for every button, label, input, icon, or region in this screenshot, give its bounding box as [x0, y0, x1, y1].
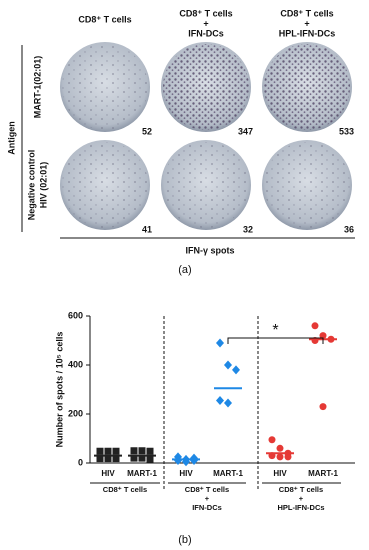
- data-point: [130, 454, 138, 462]
- well-spots: [62, 142, 148, 228]
- data-point: [276, 444, 284, 452]
- column-header: CD8⁺ T cells: [78, 14, 131, 24]
- data-point: [146, 447, 154, 455]
- y-tick-label: 0: [78, 457, 83, 467]
- y-axis-label: Number of spots / 10⁵ cells: [54, 332, 64, 448]
- group-label: +: [299, 494, 304, 503]
- group-label: CD8⁺ T cells: [103, 485, 147, 494]
- data-point: [96, 455, 104, 463]
- group-label: CD8⁺ T cells: [279, 485, 323, 494]
- data-point: [284, 453, 292, 461]
- x-tick-label: HIV: [273, 469, 287, 478]
- y-tick-label: 200: [68, 408, 83, 418]
- spot-count: 32: [243, 224, 253, 234]
- well-spots: [62, 44, 148, 130]
- x-tick-label: MART-1: [213, 469, 243, 478]
- column-header: CD8⁺ T cells: [280, 8, 333, 18]
- data-point: [138, 454, 146, 462]
- group-label: HPL-IFN-DCs: [277, 503, 324, 512]
- data-point: [130, 447, 138, 455]
- group-label: CD8⁺ T cells: [185, 485, 229, 494]
- column-header: CD8⁺ T cells: [179, 8, 232, 18]
- data-point: [216, 396, 224, 406]
- spot-count: 533: [339, 126, 354, 136]
- group-label: IFN-DCs: [192, 503, 222, 512]
- column-header: HPL-IFN-DCs: [279, 28, 336, 38]
- x-tick-label: HIV: [179, 469, 193, 478]
- data-point: [104, 455, 112, 463]
- well-spots: [264, 44, 350, 130]
- significance-bracket: [227, 337, 324, 344]
- data-point: [319, 332, 327, 340]
- x-tick-label: MART-1: [127, 469, 157, 478]
- data-point: [216, 338, 224, 348]
- spot-count: 36: [344, 224, 354, 234]
- well-spots: [163, 142, 249, 228]
- data-point: [224, 360, 232, 370]
- row-label: MART-1(02:01): [32, 56, 42, 119]
- y-tick-label: 400: [68, 359, 83, 369]
- data-point: [319, 403, 327, 411]
- row-label: Negative control: [26, 150, 36, 221]
- column-header: IFN-DCs: [188, 28, 224, 38]
- y-tick-label: 600: [68, 310, 83, 320]
- x-tick-label: HIV: [101, 469, 115, 478]
- data-point: [268, 436, 276, 444]
- caption: (b): [178, 534, 191, 546]
- data-point: [311, 322, 319, 330]
- data-point: [112, 455, 120, 463]
- data-point: [96, 447, 104, 455]
- group-label: +: [205, 494, 210, 503]
- well-spots: [163, 44, 249, 130]
- row-label: HIV (02:01): [38, 162, 48, 209]
- data-point: [276, 453, 284, 461]
- well-spots: [264, 142, 350, 228]
- data-point: [112, 447, 120, 455]
- data-point: [104, 447, 112, 455]
- data-point: [174, 456, 182, 466]
- spot-count: 41: [142, 224, 152, 234]
- data-point: [190, 453, 198, 463]
- x-label: IFN-γ spots: [185, 245, 234, 255]
- data-point: [224, 398, 232, 408]
- column-header: +: [304, 18, 309, 28]
- significance-mark: *: [272, 322, 278, 339]
- column-header: +: [203, 18, 208, 28]
- spot-count: 52: [142, 126, 152, 136]
- row-group-label: Antigen: [6, 121, 16, 155]
- caption: (a): [178, 264, 191, 276]
- spot-count: 347: [238, 126, 253, 136]
- data-point: [232, 365, 240, 375]
- x-tick-label: MART-1: [308, 469, 338, 478]
- data-point: [146, 455, 154, 463]
- data-point: [138, 447, 146, 455]
